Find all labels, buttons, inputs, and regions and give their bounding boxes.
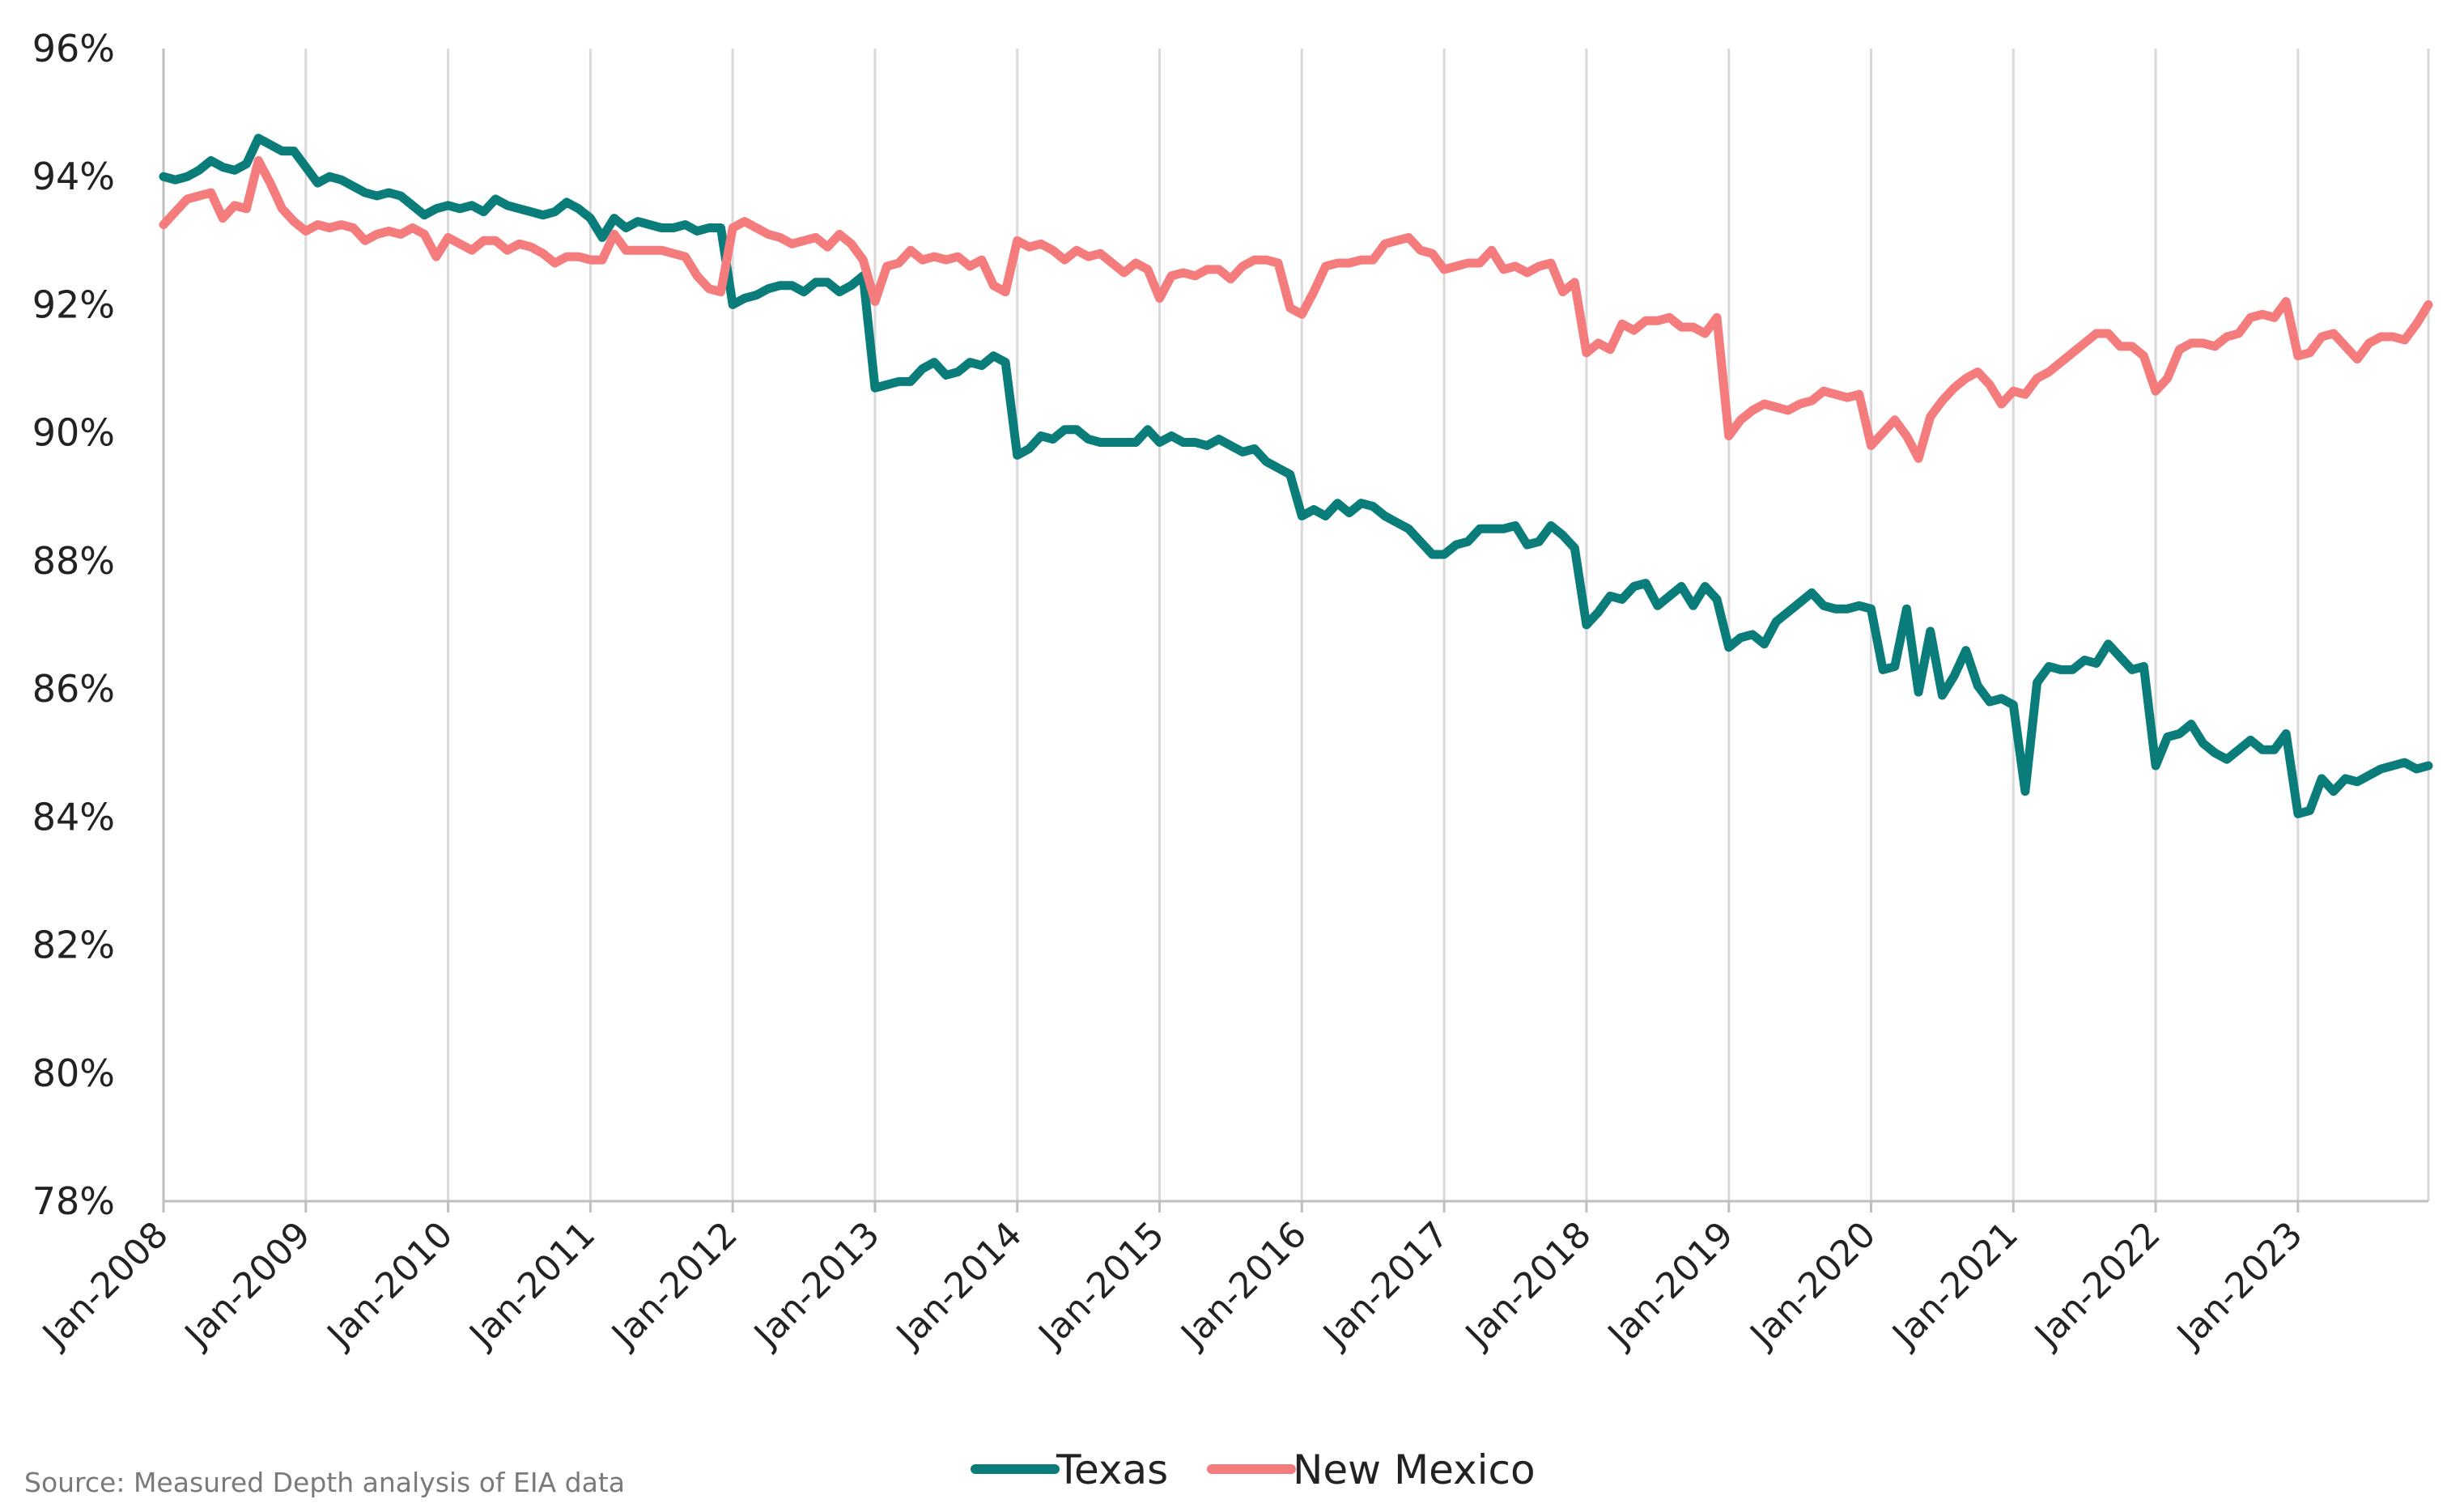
x-tick-label: Jan-2015 (1030, 1214, 1173, 1357)
x-tick-label: Jan-2011 (461, 1214, 604, 1357)
y-tick-label: 96% (32, 27, 115, 70)
x-tick-label: Jan-2020 (1741, 1214, 1884, 1357)
x-tick-label: Jan-2008 (33, 1214, 176, 1357)
source-note: Source: Measured Depth analysis of EIA d… (24, 1467, 626, 1498)
series-lines (159, 134, 2433, 818)
axes (162, 49, 2428, 1203)
x-tick-label: Jan-2021 (1884, 1214, 2027, 1357)
x-tick-label: Jan-2014 (887, 1214, 1030, 1357)
y-tick-label: 80% (32, 1051, 115, 1095)
series-line-texas (159, 134, 2433, 818)
x-tick-label: Jan-2017 (1314, 1214, 1457, 1357)
legend-label: New Mexico (1293, 1446, 1536, 1493)
y-tick-label: 78% (32, 1179, 115, 1223)
y-tick-label: 94% (32, 155, 115, 198)
y-axis-ticks: 78% 80% 82% 84% 86% 88% 90% 92% 94% 96% (32, 27, 115, 1223)
x-tick-label: Jan-2023 (2168, 1214, 2311, 1357)
series-line-new-mexico (159, 155, 2433, 463)
y-tick-label: 82% (32, 924, 115, 967)
y-tick-label: 84% (32, 795, 115, 839)
legend: Texas New Mexico (971, 1446, 1536, 1493)
x-tick-label: Jan-2013 (745, 1214, 888, 1357)
x-tick-label: Jan-2012 (602, 1214, 746, 1357)
x-axis-ticks: Jan-2008 Jan-2009 Jan-2010 Jan-2011 Jan-2012… (33, 1201, 2311, 1357)
x-tick-label: Jan-2018 (1456, 1214, 1599, 1357)
x-tick-label: Jan-2009 (176, 1214, 319, 1357)
x-tick-label: Jan-2010 (318, 1214, 461, 1357)
legend-label: Texas (1056, 1446, 1168, 1493)
y-tick-label: 90% (32, 411, 115, 455)
x-tick-label: Jan-2022 (2025, 1214, 2169, 1357)
x-tick-label: Jan-2016 (1172, 1214, 1315, 1357)
x-tick-label: Jan-2019 (1599, 1214, 1742, 1357)
y-tick-label: 86% (32, 667, 115, 711)
y-tick-label: 92% (32, 282, 115, 326)
y-tick-label: 88% (32, 539, 115, 583)
